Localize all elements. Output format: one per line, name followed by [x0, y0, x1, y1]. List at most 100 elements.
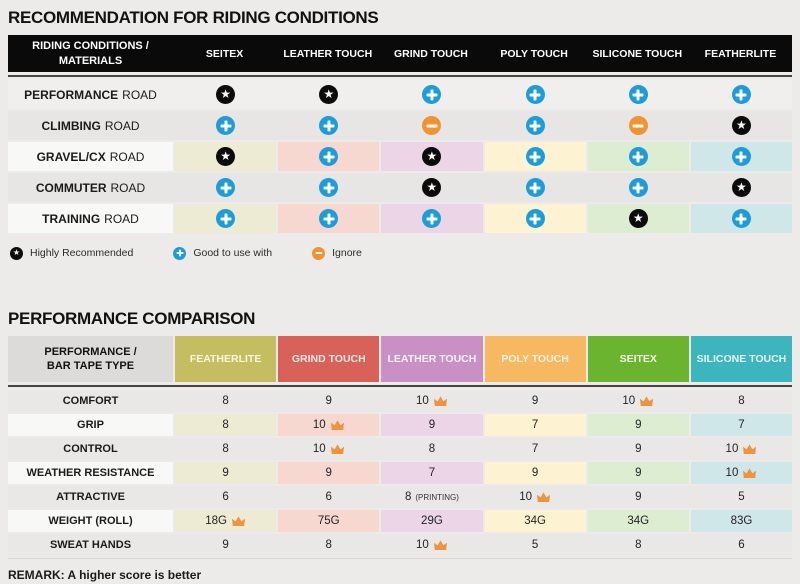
- metric-label: SWEAT HANDS: [8, 534, 173, 556]
- rating-cell: [381, 111, 483, 140]
- performance-table-corner-header: PERFORMANCE / BAR TAPE TYPE: [8, 336, 173, 382]
- rating-cells: ★ ★: [175, 80, 792, 109]
- plus-icon: [173, 246, 187, 260]
- rating-cell: [691, 80, 792, 109]
- riding-table-body: PERFORMANCE ROAD ★ ★ CLIMBING ROAD ★ GRAVEL/CX R…: [8, 80, 793, 233]
- score-value: 9: [635, 419, 642, 431]
- plus-icon: [216, 209, 236, 228]
- score-cell: 10: [690, 438, 793, 460]
- score-cell: 9: [175, 534, 277, 556]
- rating-cell: ★: [381, 173, 483, 202]
- performance-table-row: SWEAT HANDS 9 8 10 5 8 6: [8, 534, 793, 556]
- rating-cell: [587, 142, 689, 171]
- condition-label: TRAINING ROAD: [8, 204, 173, 233]
- score-cell: 34G: [587, 510, 689, 532]
- score-cell: 9: [587, 438, 689, 460]
- plus-icon: [628, 85, 648, 104]
- score-cell: 9: [484, 462, 586, 484]
- score-value: 7: [531, 443, 539, 455]
- rating-cells: ★ ★: [175, 173, 793, 202]
- score-value: 10: [312, 419, 326, 431]
- rating-cell: ★: [175, 142, 277, 171]
- legend-item-star: ★ Highly Recommended: [10, 246, 134, 260]
- score-value: 8: [404, 491, 412, 503]
- riding-table-row: COMMUTER ROAD ★ ★: [8, 173, 793, 202]
- column-header-seitex: SEITEX: [205, 47, 244, 60]
- minus-icon: [312, 246, 326, 260]
- condition-label: GRAVEL/CX ROAD: [8, 142, 173, 171]
- table-bottom-border: [8, 558, 792, 559]
- star-icon: ★: [10, 246, 23, 260]
- metric-label: WEATHER RESISTANCE: [8, 462, 173, 484]
- performance-table-row: ATTRACTIVE 6 6 8 (PRINTING) 10 9 5: [8, 486, 793, 508]
- plus-icon: [422, 209, 442, 228]
- score-value: 7: [738, 419, 745, 431]
- score-cell: 9: [587, 486, 689, 508]
- score-value: 10: [416, 395, 429, 407]
- score-value: 7: [428, 467, 436, 479]
- score-cells: 9 9 7 9 9 10: [175, 462, 793, 484]
- score-value: 8: [222, 443, 229, 455]
- score-value: 9: [635, 443, 642, 455]
- score-value: 10: [519, 491, 532, 503]
- remark-text: REMARK: A higher score is better: [8, 568, 202, 582]
- header-divider: [8, 75, 792, 77]
- score-cell: 75G: [278, 510, 380, 532]
- score-cell: 8: [175, 390, 277, 412]
- rating-cells: ★: [175, 111, 793, 140]
- legend-item-minus: Ignore: [312, 246, 362, 260]
- metric-label: WEIGHT (ROLL): [8, 510, 173, 532]
- score-cell: 7: [381, 462, 483, 484]
- score-value: 8: [738, 395, 745, 407]
- rating-cell: [484, 173, 586, 202]
- score-cell: 8: [278, 534, 380, 556]
- score-value: 10: [416, 539, 429, 551]
- plus-icon: [525, 85, 545, 104]
- score-value: 8: [222, 419, 229, 431]
- column-header-leather-touch: LEATHER TOUCH: [283, 47, 373, 60]
- rating-cell: ★: [690, 111, 793, 140]
- score-value: 9: [635, 491, 642, 503]
- crown-icon: [330, 443, 344, 454]
- score-cell: 8: [175, 438, 277, 460]
- rating-cell: ★: [381, 142, 483, 171]
- score-cell: 8: [381, 438, 483, 460]
- column-header-featherlite: FEATHERLITE: [175, 336, 277, 382]
- star-icon: ★: [422, 178, 442, 197]
- score-value: 34G: [627, 515, 650, 527]
- score-value: 6: [738, 539, 745, 551]
- score-cell: 7: [690, 414, 793, 436]
- riding-table-corner-header: RIDING CONDITIONS / MATERIALS: [8, 35, 173, 72]
- crown-icon: [640, 395, 654, 406]
- performance-comparison-title: PERFORMANCE COMPARISON: [8, 309, 256, 328]
- score-value: 8: [635, 539, 642, 551]
- score-cell: 6: [278, 486, 380, 508]
- plus-icon: [525, 147, 545, 166]
- condition-label: COMMUTER ROAD: [8, 173, 173, 202]
- rating-cells: ★ ★: [175, 142, 793, 171]
- rating-cell: [175, 204, 277, 233]
- plus-icon: [216, 116, 236, 135]
- plus-icon: [731, 85, 751, 104]
- plus-icon: [628, 147, 648, 166]
- column-header-silicone-touch: SILICONE TOUCH: [592, 47, 683, 60]
- rating-cell: [587, 173, 689, 202]
- corner-header-line2: BAR TAPE TYPE: [46, 360, 135, 372]
- performance-table-row: GRIP 8 10 9 7 9 7: [8, 414, 793, 436]
- score-cell: 83G: [690, 510, 793, 532]
- score-value: 10: [725, 467, 739, 479]
- performance-table-header-row: PERFORMANCE / BAR TAPE TYPE FEATHERLITE G…: [8, 336, 793, 382]
- riding-conditions-table: RIDING CONDITIONS / MATERIALS SEITEX LEAT…: [8, 35, 793, 233]
- minus-icon: [422, 116, 442, 135]
- crown-icon: [330, 419, 344, 430]
- score-cell: 10: [587, 390, 689, 412]
- rating-cell: [278, 142, 380, 171]
- rating-cell: [484, 204, 586, 233]
- legend-item-plus: Good to use with: [173, 246, 273, 260]
- score-cell: 29G: [381, 510, 483, 532]
- rating-cell: ★: [278, 80, 379, 109]
- rating-cell: ★: [175, 80, 276, 109]
- corner-header-line1: PERFORMANCE /: [44, 345, 137, 358]
- legend-label: Highly Recommended: [30, 247, 134, 259]
- legend-label: Good to use with: [193, 247, 273, 259]
